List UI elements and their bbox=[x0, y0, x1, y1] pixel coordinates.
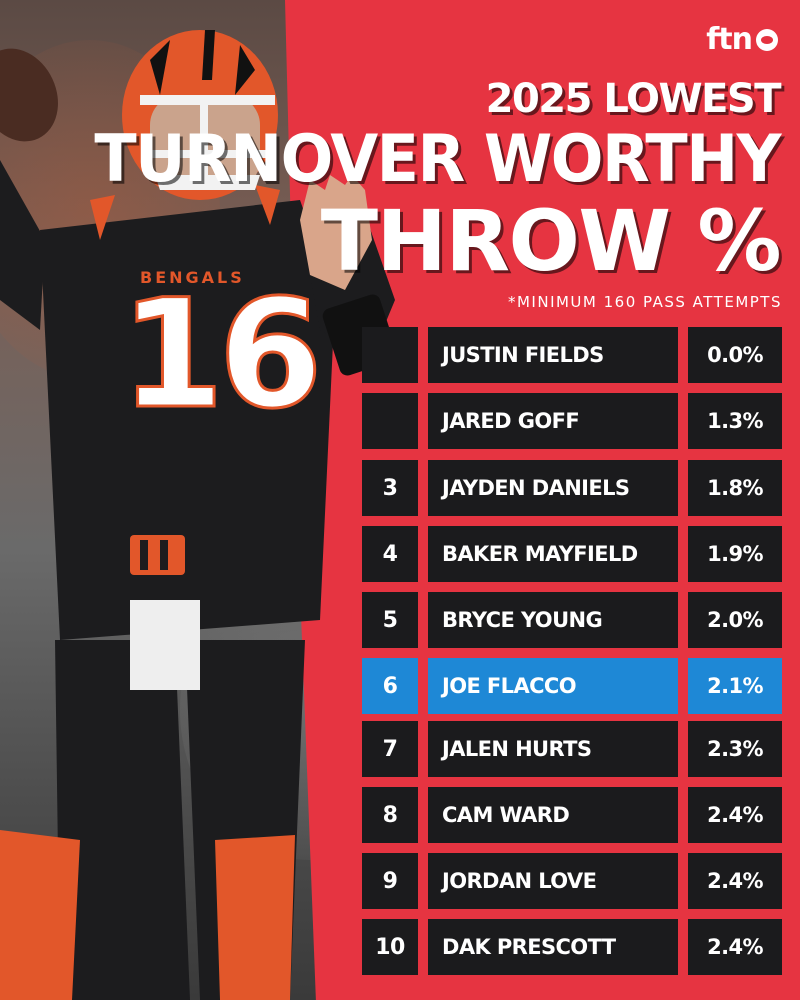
player-name-cell: JORDAN LOVE bbox=[428, 853, 678, 909]
footnote: *MINIMUM 160 PASS ATTEMPTS bbox=[507, 293, 782, 311]
jersey-number: 16 bbox=[119, 268, 325, 442]
quarterback-illustration bbox=[0, 30, 398, 1000]
rank-cell bbox=[362, 327, 418, 383]
percent-cell: 2.0% bbox=[688, 592, 782, 648]
rank-cell: 5 bbox=[362, 592, 418, 648]
table-row: 9 JORDAN LOVE 2.4% bbox=[362, 853, 782, 909]
football-icon bbox=[0, 48, 58, 142]
table-row-highlighted: 6 JOE FLACCO 2.1% bbox=[362, 658, 782, 714]
bengals-logo-icon bbox=[130, 535, 185, 575]
percent-cell: 1.8% bbox=[688, 460, 782, 516]
player-name-cell: DAK PRESCOTT bbox=[428, 919, 678, 975]
football-logo-icon bbox=[756, 28, 778, 51]
title-line-2: TURNOVER WORTHY bbox=[94, 120, 781, 197]
rank-cell: 8 bbox=[362, 787, 418, 843]
player-name-cell: BAKER MAYFIELD bbox=[428, 526, 678, 582]
rank-cell: 7 bbox=[362, 721, 418, 777]
jersey-team-name: BENGALS bbox=[140, 268, 245, 287]
player-name-cell: CAM WARD bbox=[428, 787, 678, 843]
player-name-cell: JALEN HURTS bbox=[428, 721, 678, 777]
percent-cell: 2.3% bbox=[688, 721, 782, 777]
player-name-cell: JAYDEN DANIELS bbox=[428, 460, 678, 516]
percent-cell: 2.4% bbox=[688, 787, 782, 843]
ftn-logo: ftn bbox=[706, 22, 778, 57]
logo-text: ftn bbox=[706, 22, 753, 57]
percent-cell: 1.9% bbox=[688, 526, 782, 582]
rank-cell: 10 bbox=[362, 919, 418, 975]
player-name-cell: JUSTIN FIELDS bbox=[428, 327, 678, 383]
table-row: 7 JALEN HURTS 2.3% bbox=[362, 721, 782, 777]
table-row: 5 BRYCE YOUNG 2.0% bbox=[362, 592, 782, 648]
table-row: 10 DAK PRESCOTT 2.4% bbox=[362, 919, 782, 975]
table-row: JARED GOFF 1.3% bbox=[362, 393, 782, 449]
rank-cell: 9 bbox=[362, 853, 418, 909]
percent-cell: 2.4% bbox=[688, 919, 782, 975]
player-name-cell: JOE FLACCO bbox=[428, 658, 678, 714]
player-name-cell: BRYCE YOUNG bbox=[428, 592, 678, 648]
table-row: 8 CAM WARD 2.4% bbox=[362, 787, 782, 843]
percent-cell: 0.0% bbox=[688, 327, 782, 383]
percent-cell: 2.4% bbox=[688, 853, 782, 909]
rank-cell: 4 bbox=[362, 526, 418, 582]
title-line-1: 2025 LOWEST bbox=[485, 76, 782, 122]
title-line-3: THROW % bbox=[320, 192, 782, 290]
table-row: 4 BAKER MAYFIELD 1.9% bbox=[362, 526, 782, 582]
rank-cell bbox=[362, 393, 418, 449]
percent-cell: 2.1% bbox=[688, 658, 782, 714]
table-row: 3 JAYDEN DANIELS 1.8% bbox=[362, 460, 782, 516]
percent-cell: 1.3% bbox=[688, 393, 782, 449]
rank-cell: 3 bbox=[362, 460, 418, 516]
rank-cell: 6 bbox=[362, 658, 418, 714]
player-name-cell: JARED GOFF bbox=[428, 393, 678, 449]
table-row: JUSTIN FIELDS 0.0% bbox=[362, 327, 782, 383]
